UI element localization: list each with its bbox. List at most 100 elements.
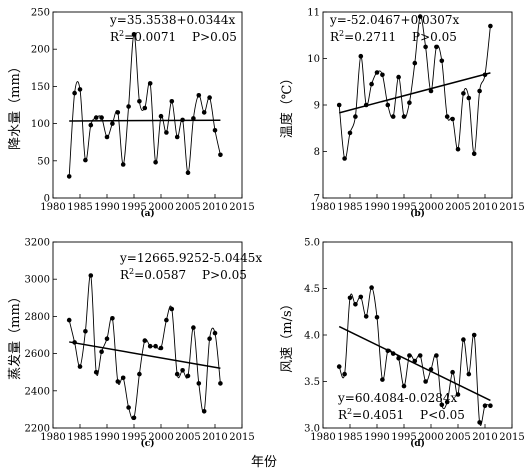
r-squared-text: R2=0.0071 <box>110 29 176 44</box>
x-tick-label: 1995 <box>391 202 416 213</box>
data-point <box>104 336 110 342</box>
y-tick-label: 2600 <box>25 349 50 360</box>
data-point <box>390 114 396 119</box>
x-tick-label: 1980 <box>310 202 335 213</box>
x-tick-label: 2005 <box>175 432 200 443</box>
x-tick-label: 1980 <box>40 432 65 443</box>
data-point <box>196 93 202 98</box>
x-tick-label: 1985 <box>337 202 362 213</box>
data-point <box>455 146 461 152</box>
y-axis-label: 风速（m/s） <box>280 297 295 372</box>
panel-caption: (b) <box>410 208 425 219</box>
y-tick-label: 4.5 <box>304 284 320 295</box>
data-point <box>137 99 142 104</box>
data-point <box>347 130 353 136</box>
data-point <box>147 81 153 86</box>
trend-line <box>338 325 491 402</box>
data-point <box>185 373 191 379</box>
panel-caption: (c) <box>141 438 155 449</box>
panel-caption: (d) <box>410 438 425 449</box>
data-point <box>380 72 385 78</box>
data-point <box>363 314 369 319</box>
y-tick-label: 3.0 <box>304 424 320 435</box>
data-point <box>358 53 364 59</box>
data-point <box>358 294 364 300</box>
trend-line <box>69 341 221 369</box>
data-point <box>153 343 158 349</box>
trend-line <box>69 119 221 122</box>
x-tick-label: 2000 <box>418 202 443 213</box>
x-tick-label: 1990 <box>364 432 389 443</box>
panel-caption: (a) <box>140 208 154 219</box>
data-point <box>428 88 434 94</box>
trend-line <box>339 72 491 114</box>
data-point <box>423 44 428 50</box>
x-tick-label: 1995 <box>121 202 146 213</box>
data-point <box>401 114 407 119</box>
data-point <box>174 134 180 140</box>
y-tick-label: 4.0 <box>304 331 320 342</box>
data-point <box>93 369 99 375</box>
y-tick-label: 50 <box>37 156 50 167</box>
y-tick-label: 100 <box>31 119 50 130</box>
y-tick-label: 250 <box>31 8 50 19</box>
data-point <box>218 152 223 158</box>
data-point <box>401 383 407 389</box>
data-point <box>336 364 342 369</box>
plot-frame <box>52 11 243 199</box>
data-point <box>471 332 477 338</box>
data-point <box>412 60 418 66</box>
data-point <box>374 315 380 320</box>
x-tick-label: 2010 <box>472 432 497 443</box>
x-tick-label: 2000 <box>148 432 173 443</box>
y-tick-label: 0 <box>44 194 50 205</box>
data-point <box>158 345 164 351</box>
panel-wind-speed: 1980 1985 1990 1995 2000 2005 2010 2015 3.0 3.5 4.… <box>280 238 525 450</box>
data-point <box>99 115 104 120</box>
data-point <box>77 87 83 92</box>
data-point <box>164 317 169 323</box>
data-point <box>115 110 121 115</box>
x-tick-label: 2000 <box>148 202 173 213</box>
r-squared-value: =0.2711 <box>344 30 396 44</box>
r-squared-value: =0.0071 <box>124 30 176 44</box>
data-point <box>142 338 148 343</box>
series-line <box>68 33 221 177</box>
data-point <box>131 32 137 37</box>
x-tick-label: 2015 <box>499 432 524 443</box>
y-tick-label: 11 <box>307 8 320 19</box>
data-point <box>110 316 115 321</box>
data-point <box>353 302 358 307</box>
data-point <box>207 95 212 100</box>
data-point <box>201 110 207 115</box>
y-tick-label: 7 <box>314 194 320 205</box>
data-point <box>353 114 358 119</box>
data-point <box>461 91 466 96</box>
y-tick-label: 5.0 <box>304 238 320 249</box>
data-point <box>396 74 401 80</box>
r-squared-text: R2=0.0587 <box>120 267 186 282</box>
data-point <box>396 356 401 361</box>
data-point <box>444 114 450 119</box>
y-tick-label: 2200 <box>25 424 50 435</box>
data-point <box>191 116 196 121</box>
panel-precipitation: 1980 1985 1990 1995 2000 2005 2010 2015 0 50 100 15… <box>8 8 255 220</box>
y-tick-label: 150 <box>31 82 50 93</box>
y-axis-label: 蒸发量（mm） <box>7 290 23 380</box>
x-tick-label: 1985 <box>67 432 92 443</box>
r-squared-text: R2=0.4051 <box>338 407 404 422</box>
data-point <box>434 353 439 358</box>
y-axis-label: 温度（℃） <box>279 72 295 139</box>
data-point <box>417 353 423 358</box>
data-point <box>180 368 185 373</box>
data-point <box>191 325 196 330</box>
data-point <box>196 381 202 386</box>
data-point <box>72 90 77 96</box>
panel-temperature: 1980 1985 1990 1995 2000 2005 2010 2015 7 8 9 10 11 温… <box>279 8 525 220</box>
data-point <box>88 273 94 278</box>
x-tick-label: 1985 <box>67 202 92 213</box>
data-point <box>153 160 158 165</box>
data-point <box>142 105 148 111</box>
data-point <box>347 295 353 301</box>
p-value-text: P>0.05 <box>412 30 457 44</box>
